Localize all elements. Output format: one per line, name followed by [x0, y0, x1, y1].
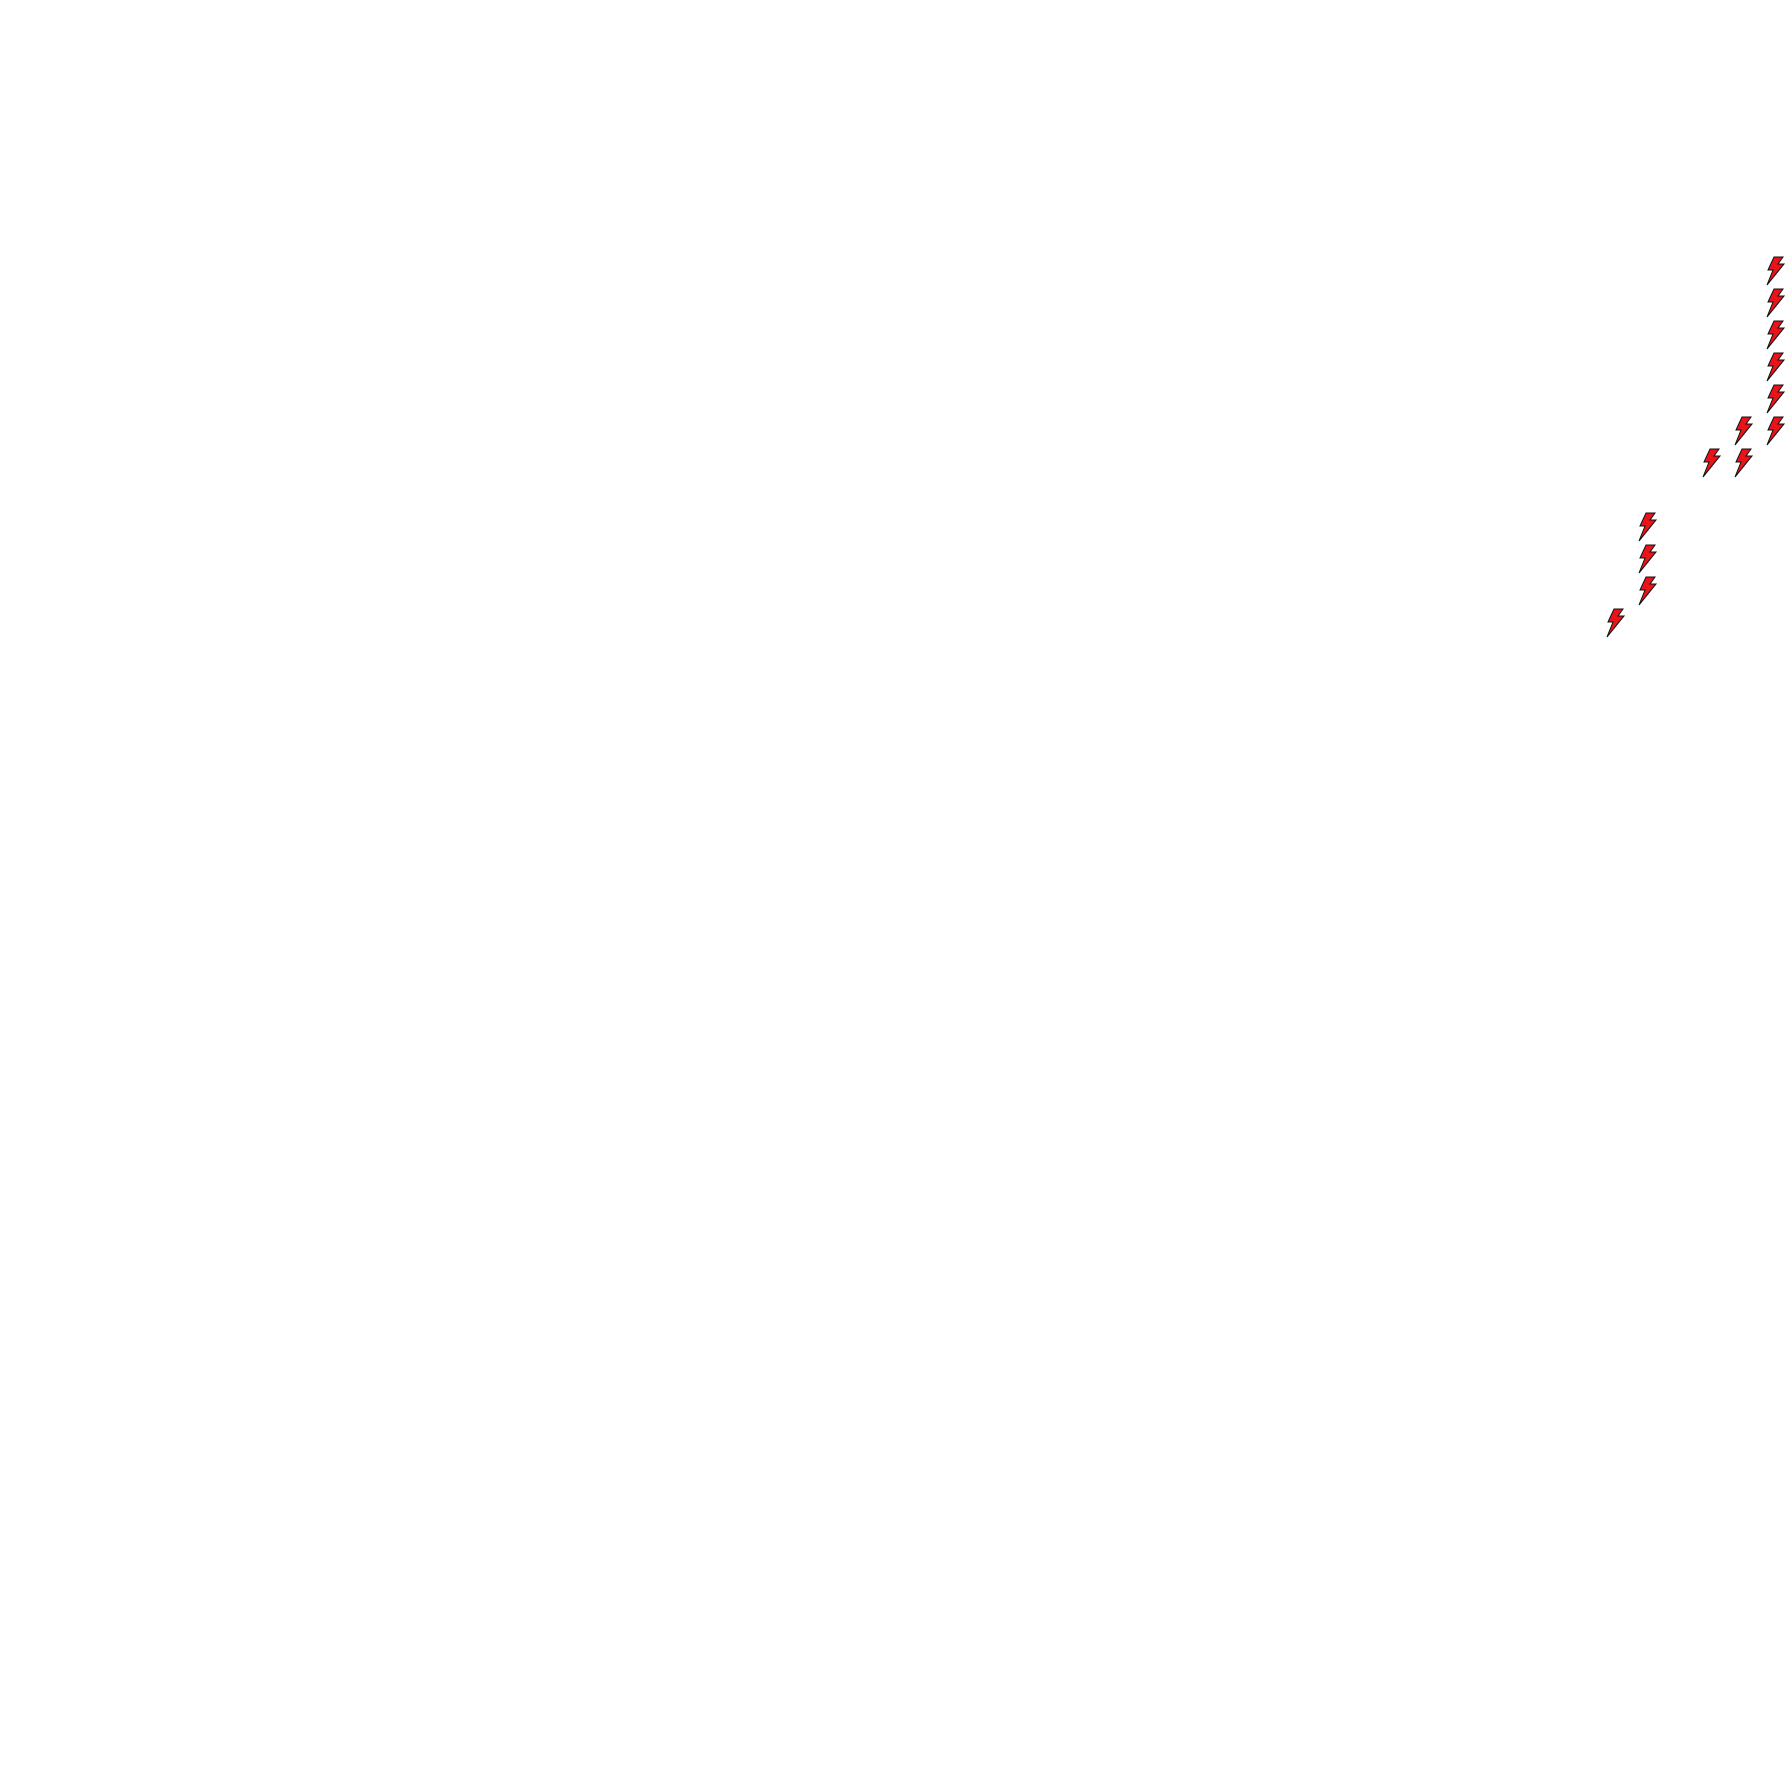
page: (() => { const data = JSON.parse(documen… — [0, 0, 1792, 1792]
map-view — [0, 0, 1792, 1792]
map-background — [0, 0, 1792, 1792]
